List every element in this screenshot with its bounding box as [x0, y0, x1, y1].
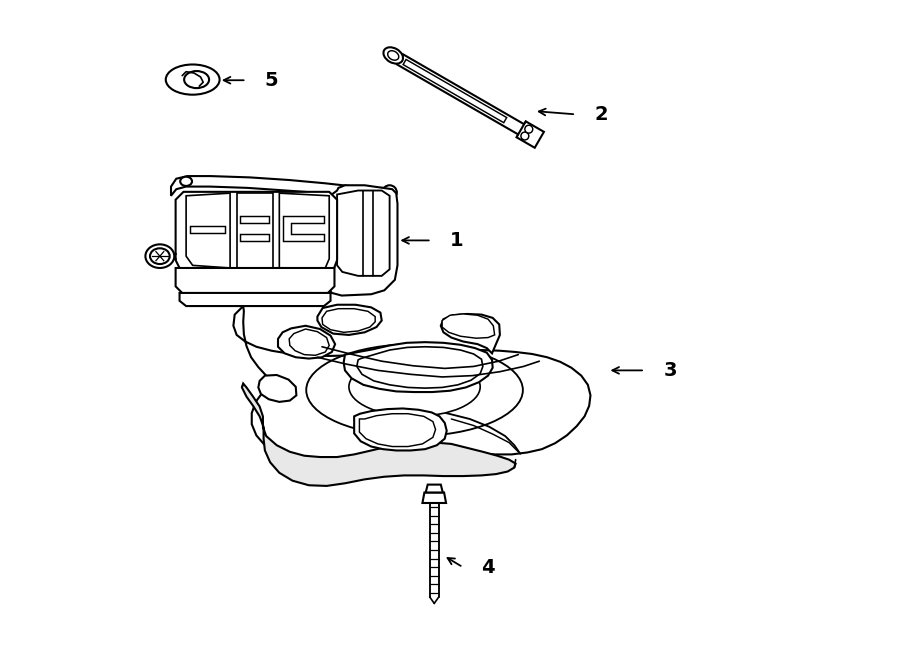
- Polygon shape: [318, 305, 382, 335]
- Polygon shape: [240, 216, 269, 223]
- Polygon shape: [441, 314, 500, 354]
- Text: 4: 4: [482, 558, 495, 577]
- Polygon shape: [242, 383, 516, 486]
- Circle shape: [382, 185, 397, 200]
- Polygon shape: [327, 185, 398, 295]
- Ellipse shape: [184, 71, 209, 88]
- Polygon shape: [426, 485, 443, 493]
- Ellipse shape: [383, 47, 403, 64]
- Polygon shape: [403, 60, 507, 122]
- Polygon shape: [322, 308, 375, 332]
- Polygon shape: [240, 234, 269, 241]
- Polygon shape: [356, 347, 482, 388]
- Polygon shape: [237, 193, 273, 268]
- Ellipse shape: [388, 51, 399, 60]
- Text: 3: 3: [663, 361, 677, 380]
- Polygon shape: [517, 121, 544, 148]
- Polygon shape: [179, 293, 330, 306]
- Circle shape: [386, 189, 393, 196]
- Polygon shape: [258, 375, 296, 402]
- Polygon shape: [355, 408, 446, 450]
- Ellipse shape: [180, 177, 192, 186]
- Ellipse shape: [150, 248, 170, 264]
- Polygon shape: [344, 342, 492, 392]
- Polygon shape: [397, 54, 526, 135]
- Circle shape: [521, 132, 529, 140]
- Polygon shape: [186, 193, 230, 268]
- Text: 1: 1: [450, 231, 464, 250]
- Polygon shape: [171, 176, 396, 200]
- Polygon shape: [338, 191, 390, 276]
- Ellipse shape: [146, 244, 175, 268]
- Polygon shape: [176, 192, 338, 279]
- Circle shape: [525, 125, 533, 133]
- Polygon shape: [422, 493, 446, 503]
- Polygon shape: [289, 329, 329, 355]
- Polygon shape: [442, 314, 495, 338]
- Polygon shape: [233, 306, 590, 463]
- Text: 5: 5: [265, 71, 278, 90]
- Ellipse shape: [166, 64, 220, 95]
- Polygon shape: [190, 226, 226, 232]
- Polygon shape: [279, 193, 329, 268]
- Polygon shape: [176, 268, 335, 294]
- Text: 2: 2: [594, 105, 608, 124]
- Polygon shape: [278, 326, 335, 359]
- Polygon shape: [284, 216, 324, 241]
- Polygon shape: [359, 414, 436, 447]
